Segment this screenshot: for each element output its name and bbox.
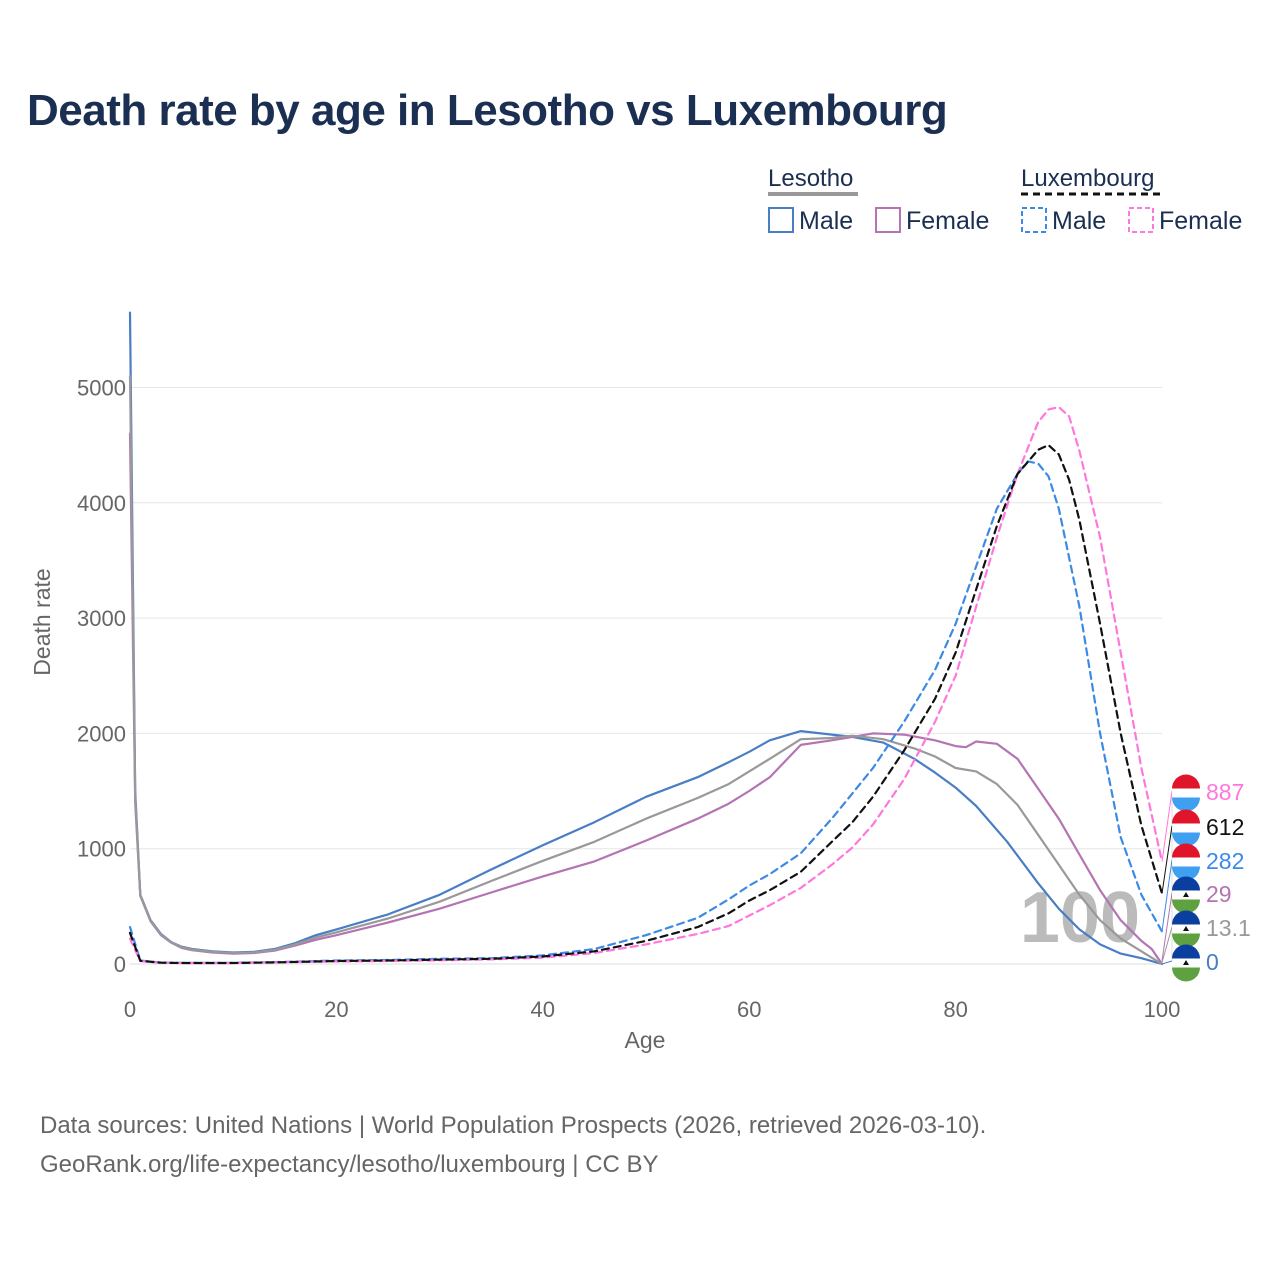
x-tick-label: 20: [324, 997, 348, 1022]
footer-credit: GeoRank.org/life-expectancy/lesotho/luxe…: [40, 1151, 659, 1178]
x-tick-label: 60: [737, 997, 761, 1022]
flag-stripe-red: [1172, 843, 1200, 858]
legend-luxembourg-label: Luxembourg: [1021, 165, 1154, 192]
end-label-leader: [1161, 960, 1173, 965]
end-label-value: 0: [1206, 949, 1219, 975]
footer-source: Data sources: United Nations | World Pop…: [40, 1112, 987, 1139]
legend-lesotho-female-box: [875, 207, 901, 233]
end-label-leader: [1161, 825, 1173, 894]
x-tick-label: 0: [124, 997, 136, 1022]
flag-stripe-green: [1172, 967, 1200, 982]
flag-stripe-red: [1172, 774, 1200, 789]
x-tick-label: 100: [1144, 997, 1181, 1022]
legend-item-luxembourg-male[interactable]: Male: [1021, 207, 1106, 235]
flag-stripe-blue: [1172, 832, 1200, 847]
legend-item-lesotho-female[interactable]: Female: [875, 207, 989, 235]
flag-hat-emblem: [1183, 926, 1189, 931]
end-label-leader: [1161, 790, 1173, 862]
legend-group-luxembourg[interactable]: Luxembourg: [1021, 165, 1163, 196]
legend-group-lesotho[interactable]: Lesotho: [768, 165, 858, 196]
flag-stripe-blue: [1172, 910, 1200, 925]
flag-hat-emblem: [1183, 960, 1189, 965]
legend-luxembourg-female-label: Female: [1159, 207, 1242, 235]
end-label-leader: [1161, 859, 1173, 932]
end-label-5: 0: [1161, 944, 1219, 982]
end-label-0: 887: [1161, 774, 1244, 862]
y-tick-label: 4000: [77, 491, 126, 516]
legend-item-lesotho-male[interactable]: Male: [768, 207, 853, 235]
x-tick-label: 80: [943, 997, 967, 1022]
end-label-1: 612: [1161, 809, 1244, 894]
legend-lesotho-male-box: [768, 207, 794, 233]
flag-stripe-blue: [1172, 944, 1200, 959]
y-tick-label: 2000: [77, 721, 126, 746]
end-label-value: 887: [1206, 779, 1244, 805]
flag-stripe-red: [1172, 809, 1200, 824]
end-label-3: 29: [1161, 876, 1232, 961]
footer: Data sources: United Nations | World Pop…: [40, 1106, 986, 1184]
y-tick-label: 1000: [77, 837, 126, 862]
legend-lesotho-label: Lesotho: [768, 165, 853, 192]
legend-luxembourg-male-label: Male: [1052, 207, 1106, 235]
legend-lesotho-male-label: Male: [799, 207, 853, 235]
grid: [130, 387, 1162, 965]
legend-item-luxembourg-female[interactable]: Female: [1128, 207, 1242, 235]
end-label-leader: [1161, 926, 1173, 963]
legend: Lesotho Luxembourg Male Female Male Fema…: [768, 165, 1242, 235]
x-axis-title: Age: [625, 1027, 666, 1053]
y-tick-label: 5000: [77, 376, 126, 401]
end-label-leader: [1161, 892, 1173, 961]
end-label-value: 282: [1206, 848, 1244, 874]
year-watermark: 100: [1020, 878, 1140, 958]
legend-luxembourg-female-box: [1128, 207, 1154, 233]
flag-stripe-green: [1172, 899, 1200, 914]
flag-hat-emblem: [1183, 892, 1189, 897]
chart-title: Death rate by age in Lesotho vs Luxembou…: [27, 86, 948, 135]
series-line-luxembourg-male[interactable]: [128, 460, 1164, 964]
end-label-2: 282: [1161, 843, 1244, 932]
flag-stripe-blue: [1172, 876, 1200, 891]
end-label-value: 29: [1206, 881, 1232, 907]
series-line-luxembourg-total[interactable]: [128, 444, 1164, 965]
end-label-value: 13.1: [1206, 915, 1251, 941]
end-labels: 887 612 282 29 13.1 0: [1161, 774, 1251, 982]
y-tick-label: 3000: [77, 606, 126, 631]
series-lines: [128, 311, 1164, 966]
series-line-lesotho-female[interactable]: [128, 432, 1164, 966]
flag-stripe-blue: [1172, 866, 1200, 881]
end-label-value: 612: [1206, 814, 1244, 840]
end-label-4: 13.1: [1161, 910, 1251, 963]
series-line-lesotho-total[interactable]: [128, 374, 1164, 966]
flag-stripe-green: [1172, 933, 1200, 948]
y-axis-ticks: 0 1000 2000 3000 4000 5000: [77, 376, 126, 978]
y-axis-title: Death rate: [29, 568, 55, 675]
x-tick-label: 40: [531, 997, 555, 1022]
legend-luxembourg-male-box: [1021, 207, 1047, 233]
y-tick-label: 0: [114, 952, 126, 977]
legend-lesotho-female-label: Female: [906, 207, 989, 235]
series-line-lesotho-male[interactable]: [128, 311, 1164, 966]
x-axis-ticks: 0 20 40 60 80 100: [124, 997, 1180, 1022]
flag-stripe-blue: [1172, 797, 1200, 812]
series-line-luxembourg-female[interactable]: [128, 406, 1164, 965]
